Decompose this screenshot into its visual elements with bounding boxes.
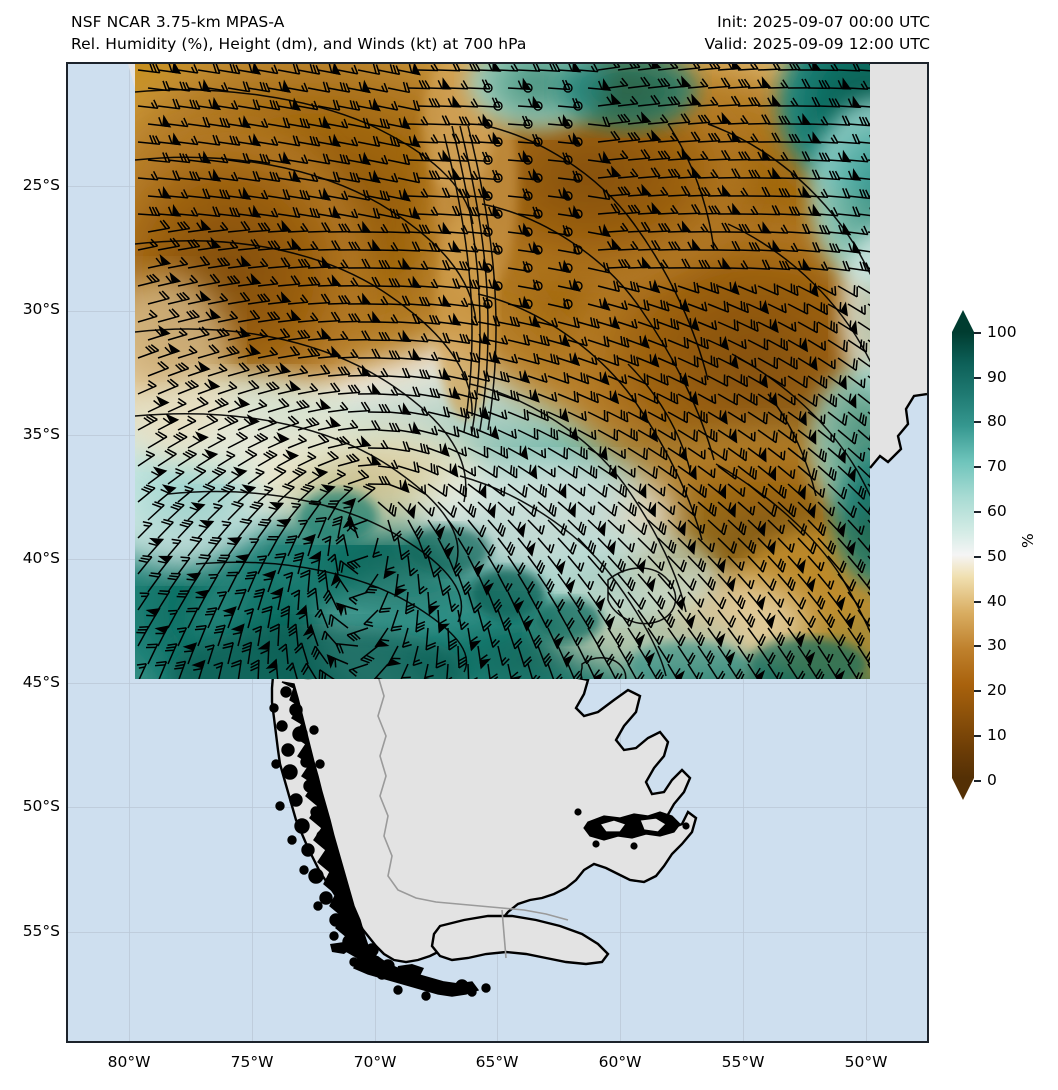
colorbar-title: %: [1019, 533, 1037, 548]
xtick-65W: 65°W: [475, 1053, 519, 1071]
colorbar-extend-min-arrow: [952, 778, 974, 800]
valid-time: Valid: 2025-09-09 12:00 UTC: [704, 35, 930, 53]
xtick-70W: 70°W: [353, 1053, 397, 1071]
cbtick-70: [974, 466, 981, 468]
colorbar-gradient: [952, 332, 974, 778]
cblabel-100: 100: [987, 323, 1017, 341]
cblabel-20: 20: [987, 681, 1007, 699]
ytick-45S: 45°S: [22, 673, 60, 691]
ytick-55S: 55°S: [22, 922, 60, 940]
cblabel-80: 80: [987, 412, 1007, 430]
xtick-55W: 55°W: [721, 1053, 765, 1071]
xtick-60W: 60°W: [598, 1053, 642, 1071]
atlantic-coast-east: [869, 392, 927, 679]
cblabel-60: 60: [987, 502, 1007, 520]
colorbar[interactable]: [952, 310, 974, 800]
tierra-del-fuego: [430, 914, 610, 966]
cbtick-0: [974, 780, 981, 782]
ytick-30S: 30°S: [22, 300, 60, 318]
cbtick-40: [974, 601, 981, 603]
cbtick-100: [974, 332, 981, 334]
falkland-islands: [574, 808, 690, 850]
ytick-40S: 40°S: [22, 549, 60, 567]
map-axes[interactable]: [66, 62, 929, 1043]
cblabel-40: 40: [987, 592, 1007, 610]
xtick-75W: 75°W: [230, 1053, 274, 1071]
cbtick-90: [974, 377, 981, 379]
chilean-fjords: [269, 681, 491, 1001]
gridline-lon-80: [129, 64, 130, 1041]
cbtick-60: [974, 511, 981, 513]
cbtick-10: [974, 735, 981, 737]
cblabel-70: 70: [987, 457, 1007, 475]
cbtick-80: [974, 421, 981, 423]
ytick-25S: 25°S: [22, 176, 60, 194]
figure-header: NSF NCAR 3.75-km MPAS-A Rel. Humidity (%…: [0, 0, 1058, 56]
cblabel-0: 0: [987, 771, 997, 789]
field-title: Rel. Humidity (%), Height (dm), and Wind…: [71, 35, 527, 53]
chile-argentina-border: [377, 675, 569, 921]
cbtick-20: [974, 690, 981, 692]
model-title: NSF NCAR 3.75-km MPAS-A: [71, 13, 285, 31]
map-canvas: [68, 64, 927, 1041]
cblabel-90: 90: [987, 368, 1007, 386]
cblabel-10: 10: [987, 726, 1007, 744]
ytick-35S: 35°S: [22, 425, 60, 443]
xtick-50W: 50°W: [844, 1053, 888, 1071]
tdf-border: [501, 909, 507, 959]
cbtick-30: [974, 645, 981, 647]
colorbar-extend-max-arrow: [952, 310, 974, 332]
political-borders: [377, 675, 569, 959]
cblabel-30: 30: [987, 636, 1007, 654]
ytick-50S: 50°S: [22, 797, 60, 815]
init-time: Init: 2025-09-07 00:00 UTC: [717, 13, 930, 31]
cblabel-50: 50: [987, 547, 1007, 565]
cbtick-50: [974, 556, 981, 558]
xtick-80W: 80°W: [107, 1053, 151, 1071]
